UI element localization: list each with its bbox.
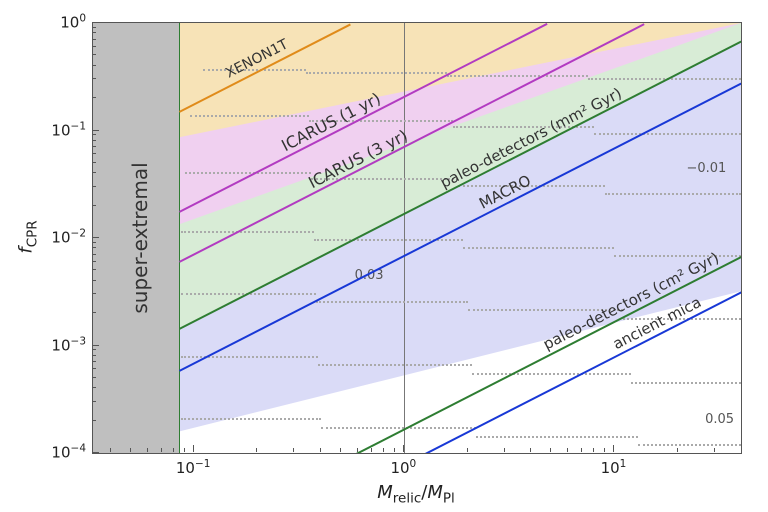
contour-curve-4-seg2 xyxy=(463,247,615,249)
y-tick xyxy=(92,345,99,346)
contour-curve-7-seg3 xyxy=(638,444,741,446)
contour-curve-5-seg1 xyxy=(316,301,468,303)
y-tick xyxy=(92,130,99,131)
y-tick xyxy=(92,27,96,28)
contour-curve-top1-seg2 xyxy=(447,75,588,77)
y-tick xyxy=(92,65,96,66)
contour-curve-4-seg0 xyxy=(181,231,313,233)
contour-curve-7-seg1 xyxy=(321,427,477,429)
y-tick xyxy=(92,368,96,369)
y-tick xyxy=(92,97,96,98)
x-tick xyxy=(256,448,257,452)
x-tick-label: 100 xyxy=(390,458,416,477)
x-tick xyxy=(604,448,605,452)
x-tick xyxy=(394,448,395,452)
y-tick xyxy=(92,140,96,141)
x-tick xyxy=(504,448,505,452)
x-tick xyxy=(173,448,174,452)
y-tick xyxy=(92,78,96,79)
contour-curve-2-seg3 xyxy=(594,133,741,135)
super-extremal-label: super-extremal xyxy=(128,162,152,313)
contour-label-curve-7: 0.05 xyxy=(705,412,734,427)
x-tick xyxy=(371,448,372,452)
x-tick xyxy=(403,445,404,452)
x-tick xyxy=(714,448,715,452)
contour-curve-4-seg1 xyxy=(314,239,463,241)
x-tick-label: 101 xyxy=(601,458,627,477)
contour-curve-6-seg1 xyxy=(318,364,472,366)
y-tick xyxy=(92,134,96,135)
contour-curve-3-seg0 xyxy=(185,172,312,174)
x-tick xyxy=(110,448,111,452)
x-tick xyxy=(320,448,321,452)
y-tick xyxy=(92,186,96,187)
y-tick xyxy=(92,22,99,23)
x-tick xyxy=(340,448,341,452)
y-tick-label: 10−1 xyxy=(51,120,86,139)
y-tick xyxy=(92,54,96,55)
x-tick xyxy=(677,448,678,452)
y-tick xyxy=(92,361,96,362)
y-tick xyxy=(92,39,96,40)
y-tick xyxy=(92,153,96,154)
contour-curve-7-seg0 xyxy=(181,418,320,420)
y-tick xyxy=(92,237,99,238)
y-tick xyxy=(92,32,96,33)
y-tick xyxy=(92,401,96,402)
y-tick xyxy=(92,247,96,248)
x-tick xyxy=(293,448,294,452)
y-tick xyxy=(92,261,96,262)
x-tick xyxy=(161,448,162,452)
y-tick xyxy=(92,293,96,294)
y-tick xyxy=(92,355,96,356)
x-tick xyxy=(550,448,551,452)
x-tick xyxy=(357,448,358,452)
y-tick xyxy=(92,280,96,281)
x-tick xyxy=(193,445,194,452)
contour-curve-top1-seg1 xyxy=(306,72,447,74)
x-tick xyxy=(581,448,582,452)
contour-curve-6-seg3 xyxy=(631,382,741,384)
contour-curve-7-seg2 xyxy=(476,436,638,438)
x-tick xyxy=(467,448,468,452)
y-tick xyxy=(92,349,96,350)
y-tick xyxy=(92,387,96,388)
contour-curve-3-seg3 xyxy=(605,193,741,195)
y-tick xyxy=(92,172,96,173)
x-tick xyxy=(567,448,568,452)
y-tick-label: 100 xyxy=(60,13,86,32)
x-tick xyxy=(593,448,594,452)
y-tick xyxy=(92,242,96,243)
x-axis-label: Mrelic/MPl xyxy=(377,482,455,507)
y-tick xyxy=(92,254,96,255)
x-tick xyxy=(184,448,185,452)
contour-curve-4-seg3 xyxy=(614,255,741,257)
x-tick xyxy=(613,445,614,452)
y-tick xyxy=(92,312,96,313)
plot-area: super-extremal−0.010.030.05XENON1TICARUS… xyxy=(92,22,742,454)
chart-root: super-extremal−0.010.030.05XENON1TICARUS… xyxy=(0,0,768,512)
y-tick xyxy=(92,269,96,270)
y-tick xyxy=(92,205,96,206)
y-tick-label: 10−3 xyxy=(51,335,86,354)
y-tick xyxy=(92,420,96,421)
x-tick xyxy=(383,448,384,452)
y-tick-label: 10−4 xyxy=(51,443,86,462)
y-tick xyxy=(92,452,99,453)
y-tick xyxy=(92,146,96,147)
x-tick xyxy=(530,448,531,452)
x-tick xyxy=(147,448,148,452)
y-tick-label: 10−2 xyxy=(51,228,86,247)
contour-label-curve-3: −0.01 xyxy=(686,161,726,176)
y-axis-label: fCPR xyxy=(16,220,41,253)
x-tick-label: 10−1 xyxy=(176,458,211,477)
contour-curve-6-seg2 xyxy=(472,373,631,375)
y-tick xyxy=(92,46,96,47)
y-tick xyxy=(92,377,96,378)
contour-curve-2-seg0 xyxy=(190,115,309,117)
x-tick xyxy=(130,448,131,452)
y-tick xyxy=(92,162,96,163)
contour-label-curve-5: 0.03 xyxy=(355,268,384,283)
